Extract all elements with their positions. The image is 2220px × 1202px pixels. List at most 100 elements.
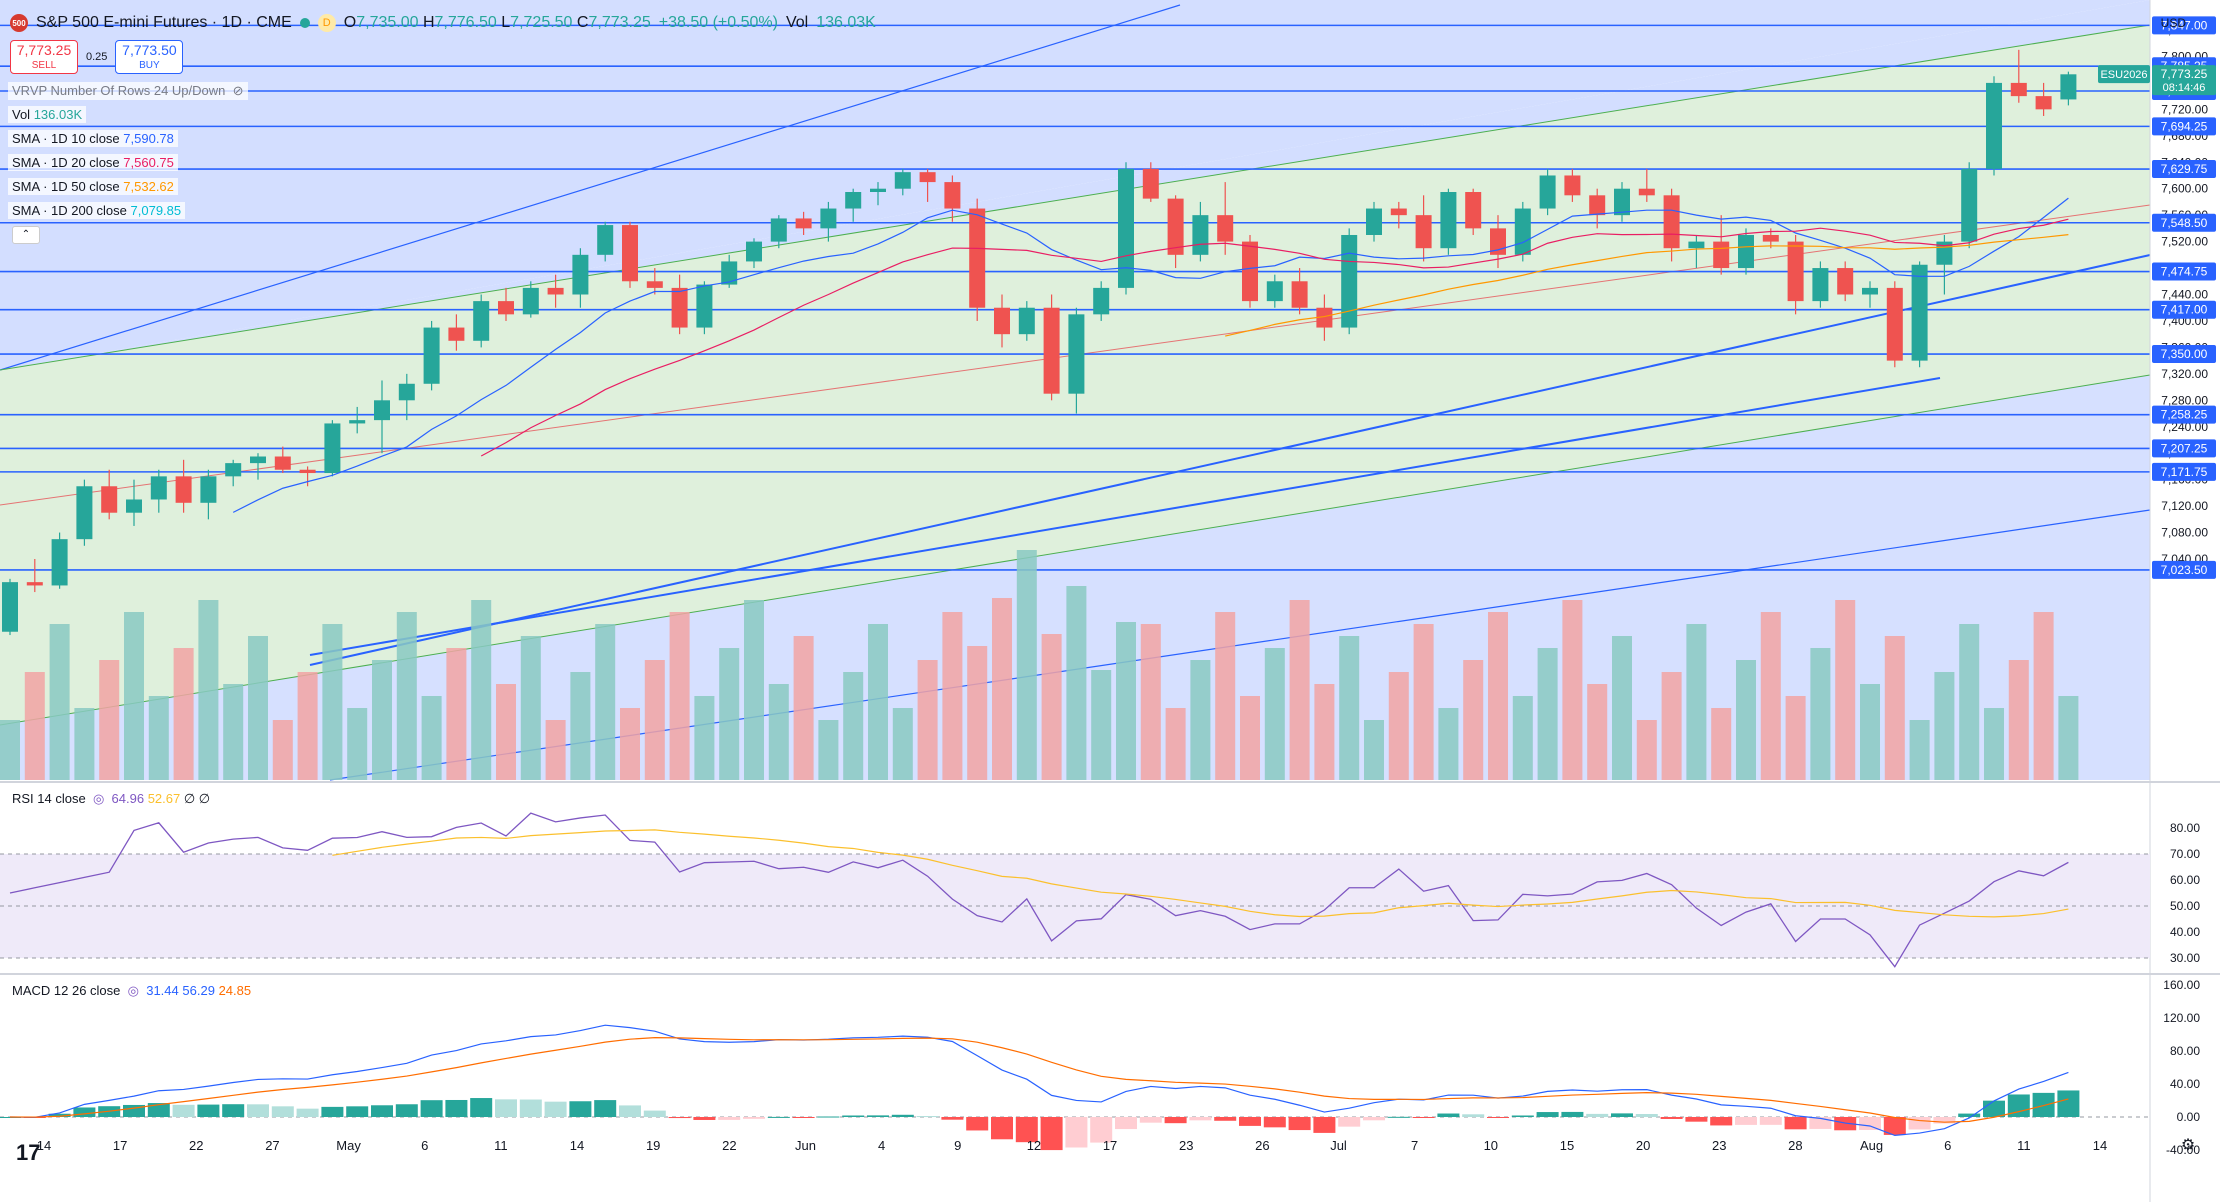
candle-body[interactable] [1093, 287, 1110, 315]
candle-body[interactable] [1787, 241, 1804, 302]
candle-body[interactable] [1316, 307, 1333, 328]
currency-label[interactable]: USD [2160, 16, 2186, 30]
level-price-box[interactable] [2152, 560, 2216, 579]
candle-body[interactable] [1837, 268, 1854, 295]
candle-body[interactable] [26, 582, 43, 586]
candle-body[interactable] [1341, 234, 1358, 328]
sma200-legend[interactable]: SMA · 1D 200 close 7,079.85 [8, 202, 186, 219]
candle-body[interactable] [1986, 82, 2002, 169]
sma20-legend[interactable]: SMA · 1D 20 close 7,560.75 [8, 154, 178, 171]
candle-body[interactable] [1738, 234, 1754, 269]
candle-body[interactable] [721, 261, 738, 285]
rsi-legend[interactable]: RSI 14 close ◎ 64.96 52.67 ∅ ∅ [8, 790, 215, 808]
level-price-box[interactable] [2152, 160, 2216, 179]
rsi-settings-icon[interactable]: ◎ [89, 791, 108, 806]
sell-button[interactable]: 7,773.25 SELL [10, 40, 78, 74]
candle-body[interactable] [175, 476, 192, 503]
candle-body[interactable] [1812, 268, 1829, 302]
sma10-legend[interactable]: SMA · 1D 10 close 7,590.78 [8, 130, 178, 147]
candle-body[interactable] [1713, 241, 1730, 269]
candle-body[interactable] [696, 284, 713, 328]
vol-legend[interactable]: Vol 136.03K [8, 106, 87, 123]
level-price-box[interactable] [2152, 300, 2216, 319]
candle-body[interactable] [250, 456, 266, 464]
candle-body[interactable] [1663, 195, 1680, 249]
candle-body[interactable] [374, 400, 390, 421]
candle-body[interactable] [969, 208, 986, 308]
candle-body[interactable] [1638, 188, 1655, 196]
candle-body[interactable] [597, 225, 614, 255]
candle-body[interactable] [1688, 241, 1705, 249]
candle-body[interactable] [1589, 195, 1606, 216]
vrvp-legend[interactable]: VRVP Number Of Rows 24 Up/Down ⊘ [8, 82, 248, 100]
candle-body[interactable] [101, 486, 118, 513]
candle-body[interactable] [2035, 96, 2052, 110]
candle-body[interactable] [572, 254, 589, 295]
candle-body[interactable] [944, 182, 961, 209]
candle-body[interactable] [1018, 307, 1035, 335]
symbol-title[interactable]: S&P 500 E-mini Futures · 1D · CME [36, 14, 292, 31]
candle-body[interactable] [1242, 241, 1258, 302]
buy-button[interactable]: 7,773.50 BUY [115, 40, 184, 74]
candle-body[interactable] [795, 218, 812, 229]
last-price-box[interactable] [2152, 65, 2216, 96]
candle-body[interactable] [2060, 74, 2077, 100]
level-price-box[interactable] [2152, 16, 2216, 35]
candle-body[interactable] [448, 327, 465, 341]
level-price-box[interactable] [2152, 439, 2216, 458]
candle-body[interactable] [423, 327, 440, 384]
candle-body[interactable] [324, 423, 341, 474]
candle-body[interactable] [225, 463, 242, 477]
candle-body[interactable] [1390, 208, 1407, 216]
candle-body[interactable] [1886, 287, 1903, 361]
candle-body[interactable] [1564, 175, 1581, 196]
candle-body[interactable] [770, 218, 787, 242]
candle-body[interactable] [845, 192, 862, 209]
candle-body[interactable] [150, 476, 167, 500]
candle-body[interactable] [1911, 264, 1928, 361]
candle-body[interactable] [1862, 287, 1878, 295]
candle-body[interactable] [1118, 168, 1134, 288]
candle-body[interactable] [994, 307, 1010, 335]
candle-body[interactable] [1043, 307, 1060, 394]
candle-body[interactable] [1614, 188, 1630, 216]
candle-body[interactable] [1514, 208, 1531, 255]
candle-body[interactable] [1217, 215, 1234, 242]
candle-body[interactable] [1539, 175, 1556, 209]
level-price-box[interactable] [2152, 213, 2216, 232]
candle-body[interactable] [274, 456, 291, 470]
candle-body[interactable] [398, 383, 415, 401]
candle-body[interactable] [349, 420, 366, 424]
candle-body[interactable] [51, 539, 68, 586]
level-price-box[interactable] [2152, 405, 2216, 424]
candle-body[interactable] [919, 172, 936, 183]
candle-body[interactable] [299, 469, 316, 474]
candle-body[interactable] [820, 208, 837, 229]
candle-body[interactable] [646, 281, 663, 288]
candle-body[interactable] [1762, 234, 1779, 242]
candle-body[interactable] [547, 287, 564, 295]
candle-body[interactable] [2010, 82, 2027, 97]
sma50-legend[interactable]: SMA · 1D 50 close 7,532.62 [8, 178, 178, 195]
candle-body[interactable] [1192, 215, 1209, 255]
candle-body[interactable] [1465, 192, 1482, 229]
candle-body[interactable] [1266, 281, 1283, 302]
eye-hidden-icon[interactable]: ⊘ [229, 83, 244, 98]
candle-body[interactable] [1415, 215, 1432, 249]
level-price-box[interactable] [2152, 462, 2216, 481]
candle-body[interactable] [473, 301, 490, 341]
candle-body[interactable] [1142, 168, 1159, 199]
candle-body[interactable] [522, 287, 539, 315]
level-price-box[interactable] [2152, 345, 2216, 364]
level-price-box[interactable] [2152, 117, 2216, 136]
macd-settings-icon[interactable]: ◎ [124, 983, 143, 998]
candle-body[interactable] [2, 582, 18, 632]
candle-body[interactable] [870, 188, 886, 193]
collapse-legend-button[interactable]: ⌃ [12, 226, 40, 244]
tradingview-logo-icon[interactable]: 17 [16, 1140, 41, 1165]
macd-legend[interactable]: MACD 12 26 close ◎ 31.44 56.29 24.85 [8, 982, 256, 1000]
candle-body[interactable] [746, 241, 762, 262]
candle-body[interactable] [894, 172, 911, 189]
candle-body[interactable] [622, 225, 638, 282]
